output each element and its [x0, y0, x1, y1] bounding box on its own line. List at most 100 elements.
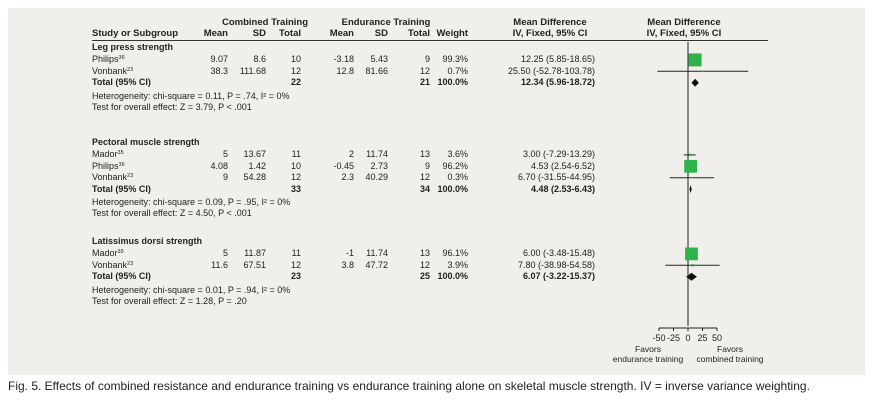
cell-mean-difference: 12.25 (5.85-18.65)	[520, 54, 595, 65]
study-marker	[688, 153, 691, 157]
cell-total-combined: 12	[290, 259, 301, 270]
study-label: Vonbank	[92, 172, 128, 183]
cell-mean-endurance: -3.18	[333, 54, 354, 65]
cell-sd-endurance: 40.29	[365, 172, 388, 183]
cell-sd-combined: 54.28	[243, 172, 266, 183]
favors-right-label: combined training	[696, 354, 763, 364]
x-tick-label: 25	[697, 333, 707, 343]
header-rule	[92, 40, 768, 41]
cell-total-combined: 10	[290, 54, 301, 65]
cell-weight: 3.6%	[447, 149, 468, 160]
cell-mean-endurance: -1	[345, 248, 354, 259]
study-reference: 23	[127, 66, 134, 73]
study-label: Vonbank	[92, 259, 128, 270]
cell-total-endurance: 9	[424, 160, 430, 171]
study-reference: 35	[117, 150, 124, 157]
subgroup-title: Pectoral muscle strength	[92, 137, 200, 147]
total-n-endurance: 21	[419, 77, 430, 88]
cell-sd-combined: 67.51	[243, 259, 266, 270]
figure-panel	[8, 8, 865, 375]
cell-total-combined: 10	[290, 160, 301, 171]
cell-sd-combined: 13.67	[243, 149, 266, 160]
header-mean-difference: Mean Difference	[513, 17, 587, 28]
cell-sd-combined: 111.68	[239, 65, 266, 76]
header-plot-method: IV, Fixed, 95% CI	[646, 28, 722, 39]
cell-sd-endurance: 47.72	[365, 259, 388, 270]
cell-mean-difference: 6.00 (-3.48-15.48)	[522, 248, 595, 259]
cell-mean-endurance: 2	[348, 149, 354, 160]
header-weight: Weight	[436, 28, 469, 39]
cell-mean-difference: 4.53 (2.54-6.52)	[530, 160, 595, 171]
total-diamond	[689, 185, 692, 194]
study-name: Philips36	[92, 54, 125, 65]
x-tick-label: -25	[667, 333, 680, 343]
total-mean-difference: 6.07 (-3.22-15.37)	[522, 271, 595, 282]
overall-effect-text: Test for overall effect: Z = 3.79, P < .…	[92, 102, 252, 112]
study-marker	[688, 53, 702, 67]
study-name: Mador35	[92, 149, 124, 160]
subgroup-title: Leg press strength	[92, 42, 174, 52]
cell-mean-difference: 7.80 (-38.98-54.58)	[517, 259, 595, 270]
study-marker	[691, 264, 694, 267]
cell-weight: 99.3%	[442, 54, 468, 65]
cell-total-combined: 12	[290, 65, 301, 76]
cell-weight: 0.7%	[447, 65, 468, 76]
cell-sd-combined: 1.42	[248, 160, 266, 171]
cell-total-endurance: 9	[424, 54, 430, 65]
heterogeneity-text: Heterogeneity: chi-square = 0.09, P = .9…	[92, 197, 291, 207]
study-reference: 36	[118, 55, 125, 62]
total-weight: 100.0%	[437, 183, 468, 194]
cell-mean-combined: 5	[222, 248, 228, 259]
total-n-combined: 33	[290, 183, 301, 194]
x-tick-label: 50	[712, 333, 722, 343]
header-endurance-training: Endurance Training	[341, 17, 431, 28]
figure-caption: Fig. 5. Effects of combined resistance a…	[8, 379, 810, 393]
study-name: Vonbank23	[92, 66, 133, 77]
total-label: Total (95% CI)	[92, 271, 151, 282]
study-marker	[684, 159, 698, 173]
cell-mean-difference: 25.50 (-52.78-103.78)	[507, 65, 595, 76]
total-label: Total (95% CI)	[92, 183, 151, 194]
cell-total-endurance: 12	[419, 259, 430, 270]
study-marker	[702, 70, 704, 73]
study-reference: 36	[118, 161, 125, 168]
cell-mean-endurance: 2.3	[341, 172, 354, 183]
study-label: Philips	[92, 160, 119, 171]
total-diamond	[691, 78, 699, 87]
overall-effect-text: Test for overall effect: Z = 1.28, P = .…	[92, 296, 247, 306]
cell-mean-endurance: 3.8	[341, 259, 354, 270]
cell-mean-combined: 9	[222, 172, 228, 183]
study-name: Vonbank23	[92, 172, 133, 183]
cell-sd-endurance: 11.74	[366, 149, 388, 160]
total-n-endurance: 25	[419, 271, 430, 282]
overall-effect-text: Test for overall effect: Z = 4.50, P < .…	[92, 208, 252, 219]
total-weight: 100.0%	[437, 77, 468, 88]
header-sd-1: SD	[252, 28, 266, 39]
cell-mean-difference: 3.00 (-7.29-13.29)	[522, 149, 595, 160]
total-label: Total (95% CI)	[92, 77, 151, 88]
header-mean-1: Mean	[203, 28, 228, 39]
cell-sd-endurance: 2.73	[370, 160, 388, 171]
cell-mean-endurance: 12.8	[336, 65, 354, 76]
cell-mean-combined: 5	[222, 149, 228, 160]
cell-total-combined: 12	[290, 172, 301, 183]
favors-left-label: Favors	[635, 344, 661, 354]
total-n-combined: 22	[290, 77, 301, 88]
study-reference: 23	[127, 260, 134, 267]
header-plot-mean-difference: Mean Difference	[647, 17, 721, 28]
header-md-method: IV, Fixed, 95% CI	[512, 28, 588, 39]
total-n-endurance: 34	[419, 183, 430, 194]
study-label: Mador	[92, 248, 118, 259]
header-study: Study or Subgroup	[92, 28, 179, 39]
cell-sd-endurance: 81.66	[365, 65, 388, 76]
heterogeneity-text: Heterogeneity: chi-square = 0.11, P = .7…	[92, 90, 290, 101]
cell-total-endurance: 13	[419, 248, 430, 259]
study-name: Vonbank23	[92, 260, 133, 271]
study-marker	[685, 247, 698, 261]
total-mean-difference: 12.34 (5.96-18.72)	[520, 77, 595, 88]
cell-total-endurance: 13	[419, 149, 430, 160]
total-weight: 100.0%	[437, 271, 468, 282]
cell-mean-combined: 11.6	[211, 259, 228, 270]
study-reference: 35	[117, 249, 124, 256]
cell-mean-difference: 6.70 (-31.55-44.95)	[517, 172, 595, 183]
